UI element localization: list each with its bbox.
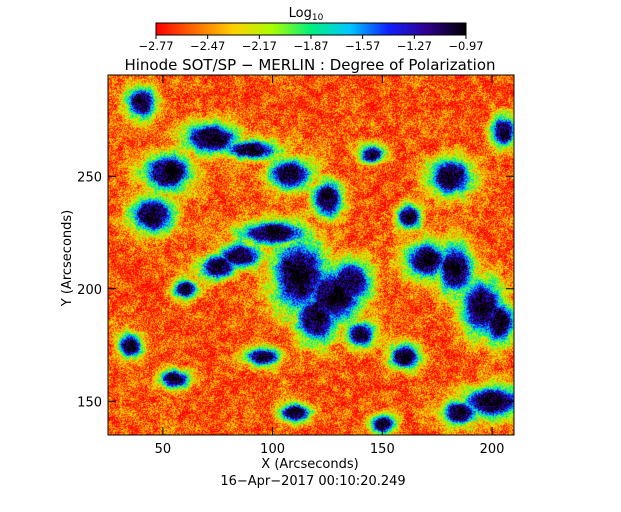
colorbar-title: Log10 [289, 6, 324, 23]
observation-timestamp: 16−Apr−2017 00:10:20.249 [220, 474, 405, 489]
x-tick-label: 100 [260, 442, 285, 457]
heatmap-container [108, 75, 514, 435]
x-tick-label: 200 [480, 442, 505, 457]
x-axis: 50 100 150 200 [155, 75, 505, 457]
colorbar: Log10 −2.77 −2.47 −2.17 −1.87 −1.57 −1.27 −0.9… [138, 6, 483, 53]
y-tick-label: 150 [77, 395, 102, 410]
colorbar-tick-label: −2.17 [242, 39, 277, 53]
x-tick-label: 50 [155, 442, 172, 457]
y-axis: 150 200 250 [77, 170, 514, 410]
colorbar-tick-label: −2.77 [138, 39, 173, 53]
colorbar-tick-label: −1.57 [345, 39, 380, 53]
colorbar-tick-label: −1.27 [397, 39, 432, 53]
y-tick-label: 250 [77, 170, 102, 185]
plot-area: 50 100 150 200 150 200 250 [77, 74, 515, 457]
y-tick-label: 200 [77, 283, 102, 298]
colorbar-ticks: −2.77 −2.47 −2.17 −1.87 −1.57 −1.27 −0.97 [138, 35, 484, 53]
colorbar-tick-label: −1.87 [293, 39, 328, 53]
plot-frame [107, 74, 515, 436]
colorbar-title-subscript: 10 [312, 13, 324, 23]
heatmap-canvas [108, 75, 514, 435]
chart-title: Hinode SOT/SP − MERLIN : Degree of Polar… [124, 56, 495, 74]
x-axis-label: X (Arcseconds) [261, 457, 358, 472]
colorbar-gradient [155, 22, 467, 36]
colorbar-tick-label: −2.47 [190, 39, 225, 53]
colorbar-tick-label: −0.97 [448, 39, 483, 53]
colorbar-title-base: Log [289, 6, 312, 21]
y-axis-label: Y (Arcseconds) [60, 210, 75, 307]
x-tick-label: 150 [370, 442, 395, 457]
